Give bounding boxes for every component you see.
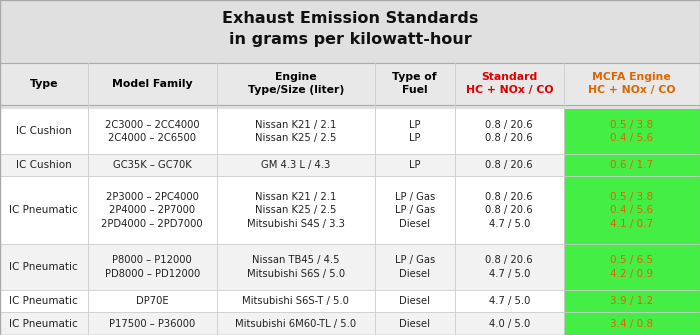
Bar (217, 177, 374, 245)
Text: IC Pneumatic: IC Pneumatic (9, 262, 78, 272)
Bar (374, 245, 455, 290)
Bar (0, 0, 700, 59)
Text: Mitsubishi 6M60-TL / 5.0: Mitsubishi 6M60-TL / 5.0 (235, 319, 356, 329)
Text: 0.8 / 20.6: 0.8 / 20.6 (485, 160, 533, 170)
Text: LP / Gas
LP / Gas
Diesel: LP / Gas LP / Gas Diesel (395, 192, 435, 229)
Text: 0.8 / 20.6
0.8 / 20.6
4.7 / 5.0: 0.8 / 20.6 0.8 / 20.6 4.7 / 5.0 (485, 192, 533, 229)
Text: 4.7 / 5.0: 4.7 / 5.0 (489, 296, 530, 306)
Bar (455, 109, 564, 154)
Bar (217, 154, 374, 177)
Bar (374, 109, 455, 154)
Text: 0.5 / 6.5
4.2 / 0.9: 0.5 / 6.5 4.2 / 0.9 (610, 256, 653, 279)
Bar (564, 312, 700, 335)
Text: 0.8 / 20.6
4.7 / 5.0: 0.8 / 20.6 4.7 / 5.0 (485, 256, 533, 279)
Bar (0, 312, 88, 335)
Bar (374, 177, 455, 245)
Bar (0, 109, 88, 154)
Text: LP: LP (409, 160, 421, 170)
Text: DP70E: DP70E (136, 296, 169, 306)
Bar (88, 245, 217, 290)
Bar (217, 109, 374, 154)
Text: IC Pneumatic: IC Pneumatic (9, 319, 78, 329)
Bar (0, 177, 88, 245)
Text: Type: Type (29, 79, 58, 88)
Bar (455, 312, 564, 335)
Bar (88, 109, 217, 154)
Bar (455, 154, 564, 177)
Bar (88, 312, 217, 335)
Text: IC Cushion: IC Cushion (16, 160, 71, 170)
Bar (455, 290, 564, 312)
Text: IC Pneumatic: IC Pneumatic (9, 296, 78, 306)
Bar (0, 154, 88, 177)
Text: P8000 – P12000
PD8000 – PD12000: P8000 – P12000 PD8000 – PD12000 (104, 256, 200, 279)
Text: IC Pneumatic: IC Pneumatic (9, 205, 78, 215)
Text: 0.6 / 1.7: 0.6 / 1.7 (610, 160, 653, 170)
Bar (88, 290, 217, 312)
Bar (217, 245, 374, 290)
Text: Mitsubishi S6S-T / 5.0: Mitsubishi S6S-T / 5.0 (242, 296, 349, 306)
Bar (374, 154, 455, 177)
Text: Standard
HC + NOx / CO: Standard HC + NOx / CO (466, 72, 553, 95)
Text: 0.5 / 3.8
0.4 / 5.6: 0.5 / 3.8 0.4 / 5.6 (610, 120, 653, 143)
Bar (564, 245, 700, 290)
Bar (564, 109, 700, 154)
Text: GM 4.3 L / 4.3: GM 4.3 L / 4.3 (261, 160, 330, 170)
Bar (455, 177, 564, 245)
Bar (217, 290, 374, 312)
Text: IC Cushion: IC Cushion (16, 126, 71, 136)
Bar (564, 290, 700, 312)
Bar (217, 312, 374, 335)
Text: 0.8 / 20.6
0.8 / 20.6: 0.8 / 20.6 0.8 / 20.6 (485, 120, 533, 143)
Text: Nissan K21 / 2.1
Nissan K25 / 2.5: Nissan K21 / 2.1 Nissan K25 / 2.5 (255, 120, 337, 143)
Bar (0, 290, 88, 312)
Text: Exhaust Emission Standards
in grams per kilowatt-hour: Exhaust Emission Standards in grams per … (222, 11, 478, 47)
Bar (88, 177, 217, 245)
Bar (455, 245, 564, 290)
Text: LP / Gas
Diesel: LP / Gas Diesel (395, 256, 435, 279)
Bar (0, 245, 88, 290)
Text: MCFA Engine
HC + NOx / CO: MCFA Engine HC + NOx / CO (588, 72, 676, 95)
Bar (374, 290, 455, 312)
Text: Diesel: Diesel (399, 319, 430, 329)
Bar (374, 312, 455, 335)
Text: GC35K – GC70K: GC35K – GC70K (113, 160, 192, 170)
Text: 2P3000 – 2PC4000
2P4000 – 2P7000
2PD4000 – 2PD7000: 2P3000 – 2PC4000 2P4000 – 2P7000 2PD4000… (102, 192, 203, 229)
Text: 3.4 / 0.8: 3.4 / 0.8 (610, 319, 653, 329)
Text: 3.9 / 1.2: 3.9 / 1.2 (610, 296, 653, 306)
Text: 2C3000 – 2CC4000
2C4000 – 2C6500: 2C3000 – 2CC4000 2C4000 – 2C6500 (105, 120, 200, 143)
Text: Nissan TB45 / 4.5
Mitsubishi S6S / 5.0: Nissan TB45 / 4.5 Mitsubishi S6S / 5.0 (246, 256, 345, 279)
Text: 4.0 / 5.0: 4.0 / 5.0 (489, 319, 530, 329)
Bar (564, 177, 700, 245)
Text: Model Family: Model Family (112, 79, 192, 88)
Bar (564, 154, 700, 177)
Text: LP
LP: LP LP (409, 120, 421, 143)
Bar (0, 63, 700, 105)
Text: Nissan K21 / 2.1
Nissan K25 / 2.5
Mitsubishi S4S / 3.3: Nissan K21 / 2.1 Nissan K25 / 2.5 Mitsub… (247, 192, 344, 229)
Text: Diesel: Diesel (399, 296, 430, 306)
Text: P17500 – P36000: P17500 – P36000 (109, 319, 195, 329)
Bar (88, 154, 217, 177)
Text: Type of
Fuel: Type of Fuel (393, 72, 437, 95)
Text: Engine
Type/Size (liter): Engine Type/Size (liter) (248, 72, 344, 95)
Text: 0.5 / 3.8
0.4 / 5.6
4.1 / 0.7: 0.5 / 3.8 0.4 / 5.6 4.1 / 0.7 (610, 192, 653, 229)
